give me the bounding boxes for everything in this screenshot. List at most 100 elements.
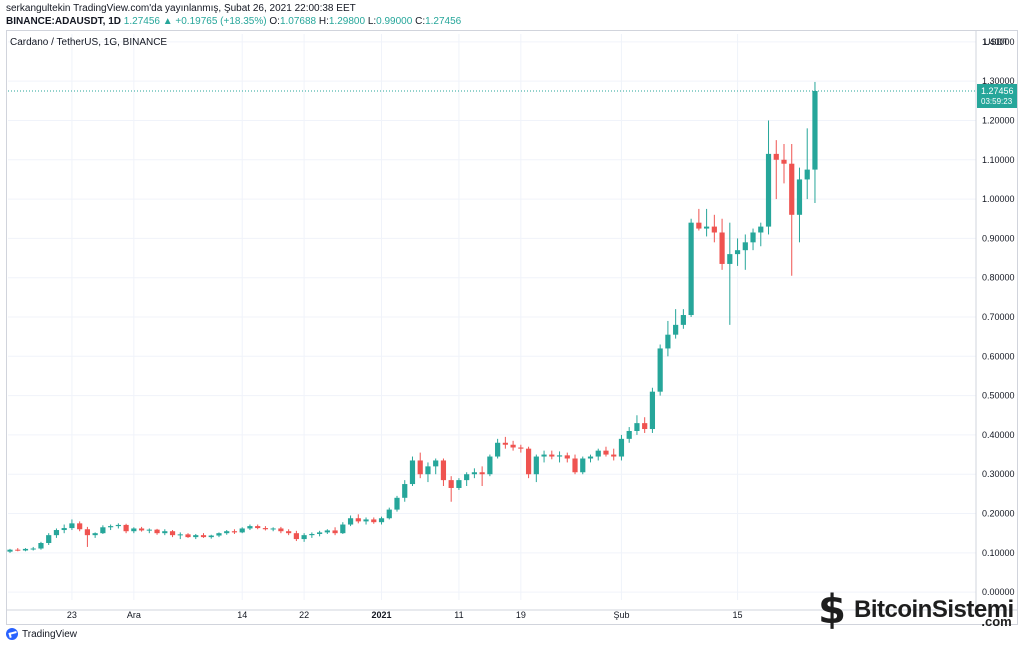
candle-body xyxy=(758,226,764,233)
open-label: O: xyxy=(269,16,280,27)
open-value: 1.07688 xyxy=(279,16,317,27)
candle xyxy=(340,522,346,534)
candle xyxy=(278,526,284,534)
candle xyxy=(750,228,756,251)
candle-body xyxy=(727,254,733,264)
candle-body xyxy=(626,430,632,439)
candle xyxy=(224,530,230,535)
candle xyxy=(673,309,679,339)
candle xyxy=(293,530,299,542)
candle xyxy=(765,120,772,235)
last-price-tag xyxy=(977,83,1017,108)
candle xyxy=(425,462,431,483)
candle xyxy=(131,527,137,534)
candle-body xyxy=(324,530,330,533)
candle-body xyxy=(309,533,315,536)
candle-body xyxy=(386,509,392,519)
candle-body xyxy=(332,530,338,534)
candle xyxy=(572,454,578,475)
candle-body xyxy=(371,519,377,523)
candle xyxy=(100,525,106,534)
y-tick-label: 0.90000 xyxy=(982,233,1015,243)
publication-info: serkangultekin TradingView.com'da yayınl… xyxy=(6,3,356,14)
candle xyxy=(518,444,524,453)
candle-body xyxy=(750,232,756,243)
candle-body xyxy=(510,444,516,448)
y-tick-label: 0.20000 xyxy=(982,509,1015,519)
candle-body xyxy=(262,528,269,530)
candle xyxy=(464,472,470,487)
candle-body xyxy=(293,533,299,540)
candle xyxy=(657,344,663,396)
candle-body xyxy=(38,543,44,549)
candle xyxy=(502,436,508,449)
candle-body xyxy=(603,450,609,455)
x-tick-label: Şub xyxy=(613,610,629,620)
candle-body xyxy=(440,460,447,481)
candle-body xyxy=(247,526,253,529)
price-chart[interactable]: 0.00000 0.10000 0.20000 0.30000 0.40000 0.500… xyxy=(6,30,1018,625)
candle xyxy=(347,515,354,527)
chart-title: Cardano / TetherUS, 1G, BINANCE xyxy=(10,37,167,48)
candle xyxy=(239,527,245,534)
candle xyxy=(634,415,640,435)
candle-body xyxy=(231,531,238,533)
y-tick-label: 0.50000 xyxy=(982,391,1015,401)
candle xyxy=(216,532,222,538)
candle xyxy=(727,222,733,325)
candle-body xyxy=(347,518,354,525)
candle xyxy=(696,208,702,231)
candle-body xyxy=(208,535,214,538)
candle-body xyxy=(812,90,818,170)
candle-body xyxy=(61,528,67,531)
candle xyxy=(804,128,810,200)
candle-body xyxy=(409,460,416,485)
candle-body xyxy=(22,548,29,551)
candle xyxy=(169,530,176,538)
x-tick-label: 19 xyxy=(516,610,526,620)
candle xyxy=(247,524,253,531)
y-tick-label: 0.40000 xyxy=(982,430,1015,440)
candles xyxy=(7,81,818,553)
candle-body xyxy=(704,226,710,229)
candle xyxy=(789,144,795,276)
candle xyxy=(394,495,400,512)
x-tick-label: 2021 xyxy=(372,610,392,620)
candle-body xyxy=(394,497,400,510)
candle-body xyxy=(30,548,36,550)
candle-body xyxy=(471,472,477,475)
candle xyxy=(22,548,29,552)
candle-body xyxy=(115,524,121,527)
grid-lines xyxy=(8,34,976,600)
close-value: 1.27456 xyxy=(425,16,462,27)
low-label: L: xyxy=(367,16,377,27)
candle-body xyxy=(77,523,83,530)
candle-body xyxy=(479,472,485,475)
candle xyxy=(402,480,408,502)
x-tick-label: 11 xyxy=(454,610,463,620)
candle-body xyxy=(665,334,671,349)
candle-body xyxy=(487,456,493,475)
candle-body xyxy=(696,222,702,229)
candle xyxy=(193,533,199,540)
candle xyxy=(123,523,129,534)
candle-body xyxy=(657,348,663,392)
candle xyxy=(533,454,539,483)
candle xyxy=(363,517,369,525)
candle xyxy=(758,222,764,247)
candle-body xyxy=(425,466,431,475)
candle-body xyxy=(781,159,787,164)
candle xyxy=(69,519,75,531)
candle-body xyxy=(53,530,60,536)
candle xyxy=(541,450,547,463)
candle-body xyxy=(286,531,292,534)
candle-body xyxy=(378,518,385,523)
candle-body xyxy=(239,528,245,533)
candle xyxy=(688,218,694,317)
candle-body xyxy=(154,529,160,534)
candle-body xyxy=(216,533,222,536)
candle-body xyxy=(402,484,408,498)
candle-body xyxy=(634,423,640,431)
tradingview-footer[interactable]: TradingView xyxy=(6,628,77,640)
candle-body xyxy=(177,534,183,536)
